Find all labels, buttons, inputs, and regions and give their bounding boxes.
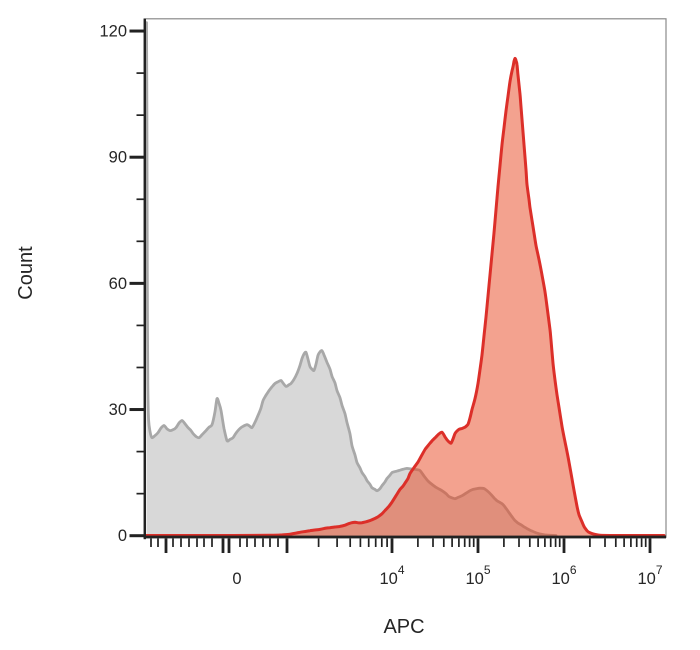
x-minor-tick bbox=[630, 538, 632, 547]
tick-labels: 0 30 60 90 120 0 104 105 106 107 bbox=[99, 23, 662, 588]
x-minor-tick bbox=[518, 538, 520, 547]
x-axis-title: APC bbox=[383, 616, 424, 638]
y-axis-spine bbox=[143, 18, 146, 540]
y-major-tick bbox=[129, 29, 144, 33]
y-minor-tick bbox=[136, 198, 145, 201]
x-minor-tick bbox=[317, 538, 320, 547]
x-minor-tick bbox=[604, 538, 606, 547]
y-axis-title: Count bbox=[15, 246, 37, 300]
y-tick-label: 0 bbox=[118, 527, 127, 545]
x-minor-tick bbox=[468, 538, 471, 547]
x-minor-tick bbox=[640, 538, 643, 547]
y-tick-label: 30 bbox=[109, 401, 127, 419]
x-tick-label: 106 bbox=[551, 563, 576, 588]
x-tick-label: 107 bbox=[637, 563, 662, 588]
x-minor-tick bbox=[277, 538, 279, 547]
y-minor-tick bbox=[136, 240, 145, 243]
x-minor-tick bbox=[246, 538, 248, 547]
x-minor-tick bbox=[349, 538, 352, 547]
x-minor-tick bbox=[503, 538, 505, 547]
x-minor-tick bbox=[150, 538, 152, 547]
x-minor-tick bbox=[239, 538, 241, 547]
x-minor-tick bbox=[544, 538, 546, 547]
y-tick-label: 60 bbox=[109, 275, 127, 293]
stained-sample-fill bbox=[146, 58, 664, 537]
x-minor-tick bbox=[472, 538, 475, 547]
x-minor-tick bbox=[614, 538, 617, 547]
y-minor-tick bbox=[136, 492, 145, 495]
x-tick-label: 105 bbox=[465, 563, 490, 588]
x-major-tick bbox=[476, 538, 480, 553]
x-minor-tick bbox=[417, 538, 419, 547]
x-minor-tick bbox=[380, 538, 383, 547]
x-minor-tick bbox=[157, 538, 159, 547]
x-minor-tick bbox=[188, 538, 190, 547]
x-minor-tick bbox=[262, 538, 264, 547]
x-minor-tick bbox=[374, 538, 377, 547]
x-minor-tick bbox=[451, 538, 453, 547]
y-major-tick bbox=[129, 281, 144, 285]
x-major-tick bbox=[562, 538, 566, 553]
x-axis-spine bbox=[143, 535, 667, 539]
x-minor-tick bbox=[589, 538, 591, 547]
x-minor-tick bbox=[196, 538, 198, 547]
axes-and-ticks bbox=[129, 18, 667, 553]
x-minor-tick bbox=[180, 538, 182, 547]
x-minor-tick bbox=[359, 538, 362, 547]
y-major-tick bbox=[129, 534, 144, 538]
x-minor-tick bbox=[432, 538, 434, 547]
x-major-tick bbox=[164, 538, 168, 553]
x-minor-tick bbox=[203, 538, 205, 547]
x-minor-tick bbox=[554, 538, 557, 547]
y-minor-tick bbox=[136, 450, 145, 453]
x-minor-tick bbox=[442, 538, 445, 547]
y-minor-tick bbox=[136, 114, 145, 116]
x-major-tick bbox=[227, 538, 231, 553]
x-minor-tick bbox=[463, 538, 466, 547]
x-minor-tick bbox=[367, 538, 370, 547]
histogram-curves bbox=[144, 21, 666, 537]
x-minor-tick bbox=[458, 538, 460, 547]
x-minor-tick bbox=[558, 538, 561, 547]
x-minor-tick bbox=[635, 538, 638, 547]
y-minor-tick bbox=[136, 324, 145, 327]
x-tick-label: 0 bbox=[232, 570, 241, 588]
x-minor-tick bbox=[528, 538, 531, 547]
stained-sample-outline bbox=[144, 56, 666, 537]
y-tick-label: 120 bbox=[99, 23, 127, 41]
x-minor-tick bbox=[336, 538, 338, 547]
y-minor-tick bbox=[136, 366, 145, 369]
unstained-control-fill bbox=[146, 22, 556, 537]
y-major-tick bbox=[129, 408, 144, 412]
x-major-tick bbox=[390, 538, 394, 553]
x-minor-tick bbox=[644, 538, 647, 547]
y-minor-tick bbox=[136, 72, 145, 74]
x-minor-tick bbox=[211, 538, 213, 547]
x-minor-tick bbox=[269, 538, 271, 547]
x-minor-tick bbox=[549, 538, 552, 547]
y-major-tick bbox=[129, 155, 144, 159]
x-tick-label: 104 bbox=[379, 563, 404, 588]
x-minor-tick bbox=[172, 538, 174, 547]
x-minor-tick bbox=[254, 538, 256, 547]
x-major-tick bbox=[221, 538, 225, 553]
x-major-tick bbox=[648, 538, 652, 553]
x-minor-tick bbox=[386, 538, 388, 547]
x-minor-tick bbox=[623, 538, 625, 547]
x-minor-tick bbox=[537, 538, 539, 547]
y-tick-label: 90 bbox=[109, 149, 127, 167]
x-major-tick bbox=[285, 538, 289, 553]
